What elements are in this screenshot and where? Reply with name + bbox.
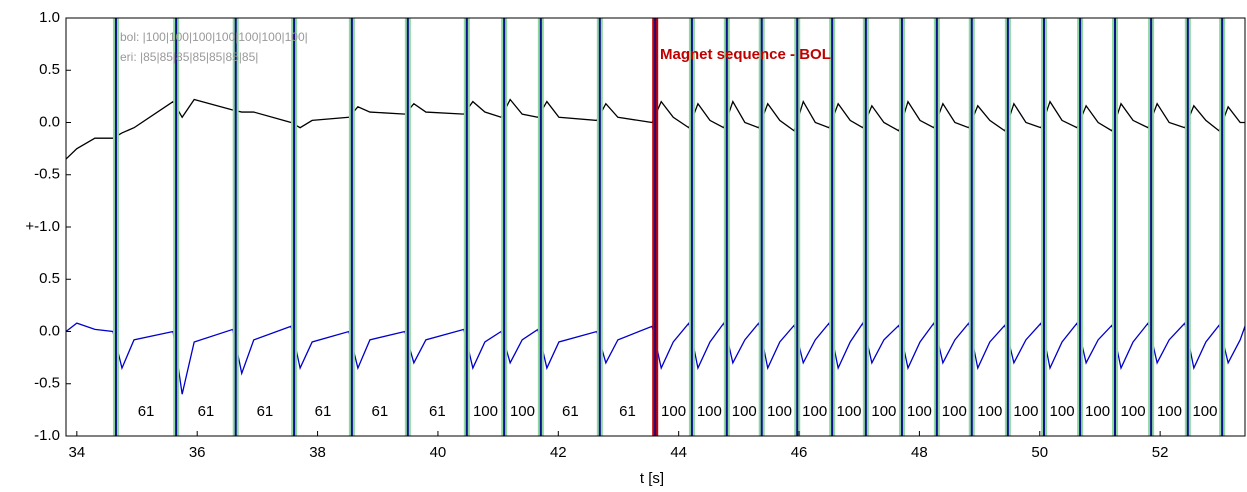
pulse-label: 100 xyxy=(1121,403,1146,420)
pulse-label: 100 xyxy=(1157,403,1182,420)
pulse-label: 61 xyxy=(315,403,332,420)
pulse-label: 100 xyxy=(697,403,722,420)
pulse-label: 100 xyxy=(802,403,827,420)
y-tick-label: -1.0 xyxy=(34,427,60,444)
x-tick-label: 38 xyxy=(309,444,326,461)
pulse-label: 100 xyxy=(473,403,498,420)
y-tick-label: 0.5 xyxy=(39,270,60,287)
y-tick-label: 1.0 xyxy=(39,9,60,26)
x-tick-label: 48 xyxy=(911,444,928,461)
x-tick-label: 50 xyxy=(1031,444,1048,461)
event-label: Magnet sequence - BOL xyxy=(660,46,831,63)
pulse-label: 100 xyxy=(1085,403,1110,420)
x-tick-label: 52 xyxy=(1152,444,1169,461)
pulse-label: 100 xyxy=(732,403,757,420)
y-tick-label: 0.5 xyxy=(39,61,60,78)
pulse-label: 61 xyxy=(138,403,155,420)
x-tick-label: 40 xyxy=(430,444,447,461)
pulse-label: 61 xyxy=(619,403,636,420)
pulse-label: 100 xyxy=(836,403,861,420)
pulse-label: 61 xyxy=(198,403,215,420)
y-tick-label: +-1.0 xyxy=(25,218,60,235)
pulse-label: 100 xyxy=(510,403,535,420)
y-tick-label: 0.0 xyxy=(39,322,60,339)
x-tick-label: 34 xyxy=(68,444,85,461)
pulse-label: 61 xyxy=(372,403,389,420)
x-tick-label: 36 xyxy=(189,444,206,461)
pulse-label: 100 xyxy=(871,403,896,420)
y-tick-label: -0.5 xyxy=(34,375,60,392)
annotation: bol: |100|100|100|100|100|100|100| xyxy=(120,30,308,44)
x-axis-label: t [s] xyxy=(640,470,664,487)
signal-line xyxy=(65,321,1246,395)
pulse-label: 100 xyxy=(907,403,932,420)
y-tick-label: -0.5 xyxy=(34,166,60,183)
pulse-label: 100 xyxy=(661,403,686,420)
pulse-label: 61 xyxy=(429,403,446,420)
pulse-label: 100 xyxy=(942,403,967,420)
pulse-label: 100 xyxy=(1050,403,1075,420)
x-tick-label: 42 xyxy=(550,444,567,461)
pulse-label: 100 xyxy=(1013,403,1038,420)
y-tick-label: 0.0 xyxy=(39,113,60,130)
pulse-label: 100 xyxy=(1192,403,1217,420)
annotation: eri: |85|85|85|85|85|85|85| xyxy=(120,50,258,64)
signal-line xyxy=(65,98,1245,160)
pulse-label: 61 xyxy=(257,403,274,420)
x-tick-label: 44 xyxy=(670,444,687,461)
pulse-label: 100 xyxy=(767,403,792,420)
x-tick-label: 46 xyxy=(791,444,808,461)
pulse-label: 100 xyxy=(977,403,1002,420)
pulse-label: 61 xyxy=(562,403,579,420)
